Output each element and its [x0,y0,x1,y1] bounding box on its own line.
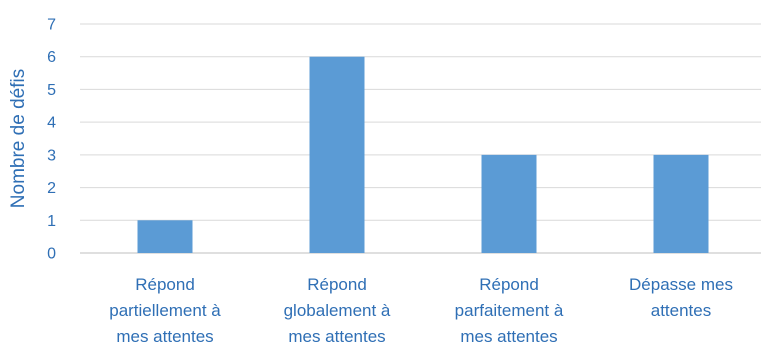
y-axis-ticks: 0 1 2 3 4 5 6 7 [47,17,56,263]
y-tick-label: 6 [47,49,56,66]
bar [137,220,193,253]
x-category-label: Répond parfaitement à mes attentes [455,275,564,346]
y-axis-label: Nombre de défis [8,69,29,208]
y-tick-label: 0 [47,246,56,263]
y-tick-label: 3 [47,147,56,164]
x-category-label: Dépasse mes attentes [629,275,733,320]
x-category-label: Répond partiellement à mes attentes [109,275,221,346]
bar [481,154,537,253]
y-tick-label: 4 [47,115,56,132]
y-tick-label: 2 [47,180,56,197]
x-category-label: Répond globalement à mes attentes [284,275,391,346]
bars [137,56,709,253]
bar [309,56,365,253]
x-axis-categories: Répond partiellement à mes attentes Répond g… [109,275,733,346]
gridlines [80,23,761,254]
bar [653,154,709,253]
y-tick-label: 1 [47,213,56,230]
y-tick-label: 5 [47,82,56,99]
y-tick-label: 7 [47,17,56,34]
